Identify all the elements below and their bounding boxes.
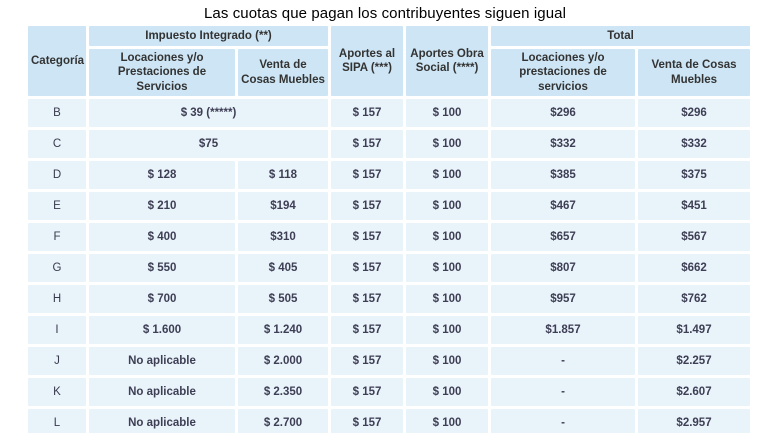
cell-aportes-sipa: $ 157 bbox=[331, 347, 404, 376]
cell-impuesto-locaciones: $ 400 bbox=[89, 223, 235, 252]
cell-total-venta: $762 bbox=[638, 285, 751, 314]
cell-impuesto-locaciones: $ 700 bbox=[89, 285, 235, 314]
cell-total-locaciones: - bbox=[491, 347, 636, 376]
cell-total-locaciones: - bbox=[491, 378, 636, 407]
cell-total-venta: $662 bbox=[638, 254, 751, 283]
cell-impuesto-venta: $ 2.700 bbox=[238, 409, 329, 433]
cell-impuesto-venta: $ 2.000 bbox=[238, 347, 329, 376]
cell-aportes-obra-social: $ 100 bbox=[406, 161, 489, 190]
cell-aportes-obra-social: $ 100 bbox=[406, 316, 489, 345]
cell-aportes-obra-social: $ 100 bbox=[406, 223, 489, 252]
cell-aportes-sipa: $ 157 bbox=[331, 99, 404, 128]
cell-impuesto-venta: $310 bbox=[238, 223, 329, 252]
cell-impuesto-venta: $ 2.350 bbox=[238, 378, 329, 407]
cell-total-venta: $567 bbox=[638, 223, 751, 252]
cell-impuesto-locaciones: $ 1.600 bbox=[89, 316, 235, 345]
table-row: J No aplicable $ 2.000 $ 157 $ 100- $2.257 bbox=[28, 347, 751, 376]
cell-total-venta: $1.497 bbox=[638, 316, 751, 345]
table-row: C $75 $ 157 $ 100 $332 $332 bbox=[28, 130, 751, 159]
col-header-total-venta: Venta de Cosas Muebles bbox=[638, 49, 751, 97]
cell-impuesto-integrado-merged: $75 bbox=[89, 130, 329, 159]
table-row: H $ 700 $ 505 $ 157 $ 100 $957 $762 bbox=[28, 285, 751, 314]
cell-impuesto-venta: $ 1.240 bbox=[238, 316, 329, 345]
cell-total-venta: $296 bbox=[638, 99, 751, 128]
cell-categoria: E bbox=[28, 192, 86, 221]
cell-aportes-obra-social: $ 100 bbox=[406, 409, 489, 433]
cell-total-venta: $2.257 bbox=[638, 347, 751, 376]
table-row: K No aplicable $ 2.350 $ 157 $ 100- $2.607 bbox=[28, 378, 751, 407]
page-title: Las cuotas que pagan los contribuyentes … bbox=[203, 5, 567, 22]
cell-aportes-obra-social: $ 100 bbox=[406, 347, 489, 376]
col-group-total: Total bbox=[491, 26, 751, 46]
table-header: Categoría Impuesto Integrado (**) Aporte… bbox=[28, 26, 751, 97]
table-row: F $ 400 $310 $ 157 $ 100 $657 $567 bbox=[28, 223, 751, 252]
col-group-impuesto-integrado: Impuesto Integrado (**) bbox=[89, 26, 329, 46]
cell-impuesto-integrado-merged: $ 39 (*****) bbox=[89, 99, 329, 128]
col-header-impuesto-venta: Venta de Cosas Muebles bbox=[238, 49, 329, 97]
table-row: B $ 39 (*****) $ 157 $ 100 $296 $296 bbox=[28, 99, 751, 128]
cell-aportes-sipa: $ 157 bbox=[331, 254, 404, 283]
table-row: D $ 128 $ 118 $ 157 $ 100 $385 $375 bbox=[28, 161, 751, 190]
cell-total-venta: $451 bbox=[638, 192, 751, 221]
cell-categoria: K bbox=[28, 378, 86, 407]
col-header-aportes-obra-social: Aportes Obra Social (****) bbox=[406, 26, 489, 97]
cell-aportes-obra-social: $ 100 bbox=[406, 378, 489, 407]
cell-categoria: F bbox=[28, 223, 86, 252]
cell-aportes-obra-social: $ 100 bbox=[406, 99, 489, 128]
cell-categoria: B bbox=[28, 99, 86, 128]
cell-aportes-sipa: $ 157 bbox=[331, 378, 404, 407]
cell-aportes-sipa: $ 157 bbox=[331, 409, 404, 433]
cell-categoria: G bbox=[28, 254, 86, 283]
cell-total-locaciones: $807 bbox=[491, 254, 636, 283]
cuotas-table: Categoría Impuesto Integrado (**) Aporte… bbox=[25, 23, 753, 433]
table-row: G $ 550 $ 405 $ 157 $ 100 $807 $662 bbox=[28, 254, 751, 283]
cell-aportes-sipa: $ 157 bbox=[331, 223, 404, 252]
cell-total-locaciones: - bbox=[491, 409, 636, 433]
cell-aportes-sipa: $ 157 bbox=[331, 130, 404, 159]
cell-total-locaciones: $332 bbox=[491, 130, 636, 159]
cell-aportes-obra-social: $ 100 bbox=[406, 192, 489, 221]
col-header-aportes-sipa: Aportes al SIPA (***) bbox=[331, 26, 404, 97]
cell-total-locaciones: $1.857 bbox=[491, 316, 636, 345]
cell-impuesto-locaciones: $ 210 bbox=[89, 192, 235, 221]
cell-total-venta: $375 bbox=[638, 161, 751, 190]
cell-total-locaciones: $385 bbox=[491, 161, 636, 190]
col-header-categoria: Categoría bbox=[28, 26, 86, 97]
col-header-impuesto-locaciones: Locaciones y/o Prestaciones de Servicios bbox=[89, 49, 235, 97]
cell-aportes-obra-social: $ 100 bbox=[406, 254, 489, 283]
cell-impuesto-locaciones: No aplicable bbox=[89, 378, 235, 407]
cell-categoria: I bbox=[28, 316, 86, 345]
table-row: L No aplicable $ 2.700 $ 157 $ 100- $2.957 bbox=[28, 409, 751, 433]
cell-aportes-obra-social: $ 100 bbox=[406, 130, 489, 159]
cell-total-venta: $2.957 bbox=[638, 409, 751, 433]
cell-aportes-sipa: $ 157 bbox=[331, 316, 404, 345]
cell-impuesto-venta: $194 bbox=[238, 192, 329, 221]
cell-total-locaciones: $657 bbox=[491, 223, 636, 252]
cell-categoria: H bbox=[28, 285, 86, 314]
cell-impuesto-venta: $ 405 bbox=[238, 254, 329, 283]
cell-aportes-sipa: $ 157 bbox=[331, 192, 404, 221]
cell-categoria: L bbox=[28, 409, 86, 433]
cell-impuesto-locaciones: $ 550 bbox=[89, 254, 235, 283]
cell-aportes-sipa: $ 157 bbox=[331, 161, 404, 190]
cell-total-venta: $332 bbox=[638, 130, 751, 159]
cell-impuesto-locaciones: No aplicable bbox=[89, 347, 235, 376]
cell-aportes-sipa: $ 157 bbox=[331, 285, 404, 314]
table-body: B $ 39 (*****) $ 157 $ 100 $296 $296 C $75 $ 157… bbox=[28, 99, 751, 433]
cell-impuesto-venta: $ 505 bbox=[238, 285, 329, 314]
cell-aportes-obra-social: $ 100 bbox=[406, 285, 489, 314]
cell-total-locaciones: $957 bbox=[491, 285, 636, 314]
cell-impuesto-venta: $ 118 bbox=[238, 161, 329, 190]
table-row: I $ 1.600 $ 1.240 $ 157 $ 100 $1.857 $1.497 bbox=[28, 316, 751, 345]
cell-impuesto-locaciones: No aplicable bbox=[89, 409, 235, 433]
cell-total-venta: $2.607 bbox=[638, 378, 751, 407]
col-header-total-locaciones: Locaciones y/o prestaciones de servicios bbox=[491, 49, 636, 97]
cell-total-locaciones: $467 bbox=[491, 192, 636, 221]
cell-total-locaciones: $296 bbox=[491, 99, 636, 128]
cell-impuesto-locaciones: $ 128 bbox=[89, 161, 235, 190]
cell-categoria: C bbox=[28, 130, 86, 159]
table-row: E $ 210 $194 $ 157 $ 100 $467 $451 bbox=[28, 192, 751, 221]
cell-categoria: J bbox=[28, 347, 86, 376]
cell-categoria: D bbox=[28, 161, 86, 190]
